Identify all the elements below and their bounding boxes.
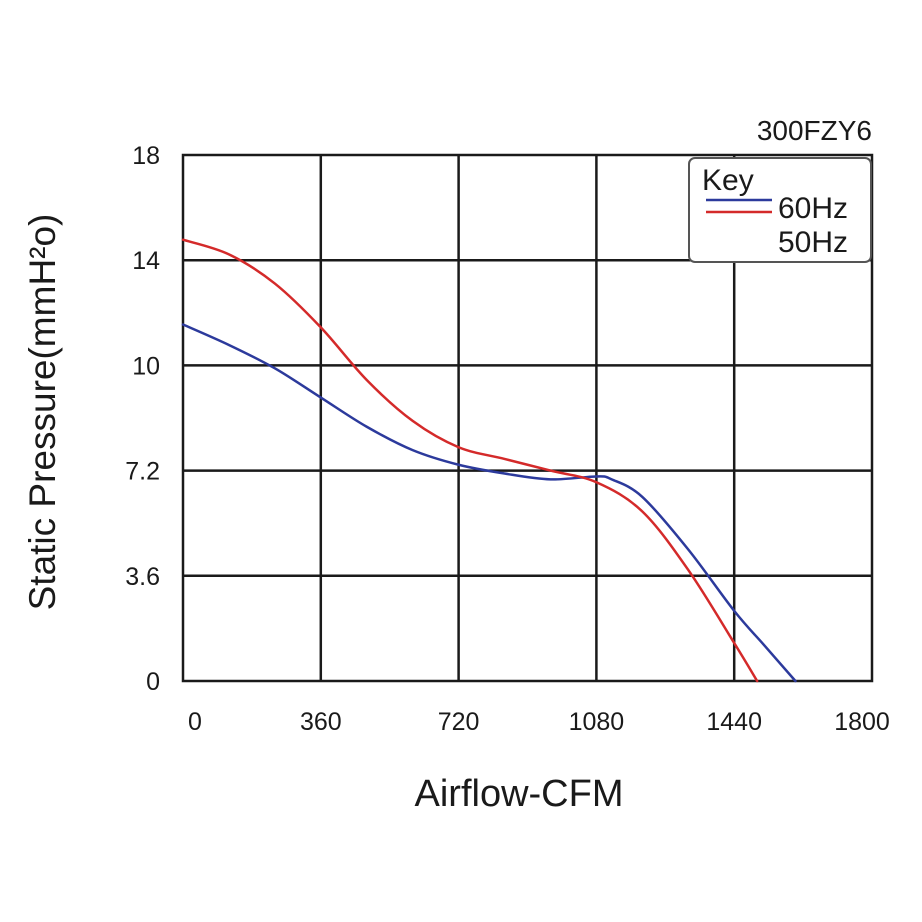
legend-label-60hz: 60Hz — [778, 192, 848, 225]
legend-label-50hz: 50Hz — [778, 226, 848, 259]
y-tick-label: 18 — [132, 142, 160, 170]
plot-frame — [181, 153, 874, 683]
x-tick-label: 1800 — [834, 708, 890, 736]
series-line-60hz — [181, 323, 797, 683]
x-tick-label: 0 — [188, 708, 202, 736]
x-tick-label: 720 — [438, 708, 480, 736]
x-tick-label: 1080 — [569, 708, 625, 736]
legend: Key 60Hz 50Hz — [688, 157, 872, 263]
y-tick-label: 7.2 — [125, 458, 160, 486]
series-line-50hz — [181, 238, 759, 683]
y-tick-label: 0 — [146, 668, 160, 696]
y-tick-label: 10 — [132, 352, 160, 380]
y-axis-label: Static Pressure(mmH²o) — [22, 214, 63, 611]
y-tick-labels: 0 3.6 7.2 10 14 18 — [125, 142, 160, 696]
legend-title: Key — [702, 164, 754, 197]
y-tick-label: 3.6 — [125, 563, 160, 591]
x-axis-label: Airflow-CFM — [415, 773, 624, 815]
x-tick-labels: 0 360 720 1080 1440 1800 — [188, 708, 890, 736]
chart-title: 300FZY6 — [757, 115, 872, 146]
y-tick-label: 14 — [132, 247, 160, 275]
x-tick-label: 1440 — [706, 708, 762, 736]
series-layer — [181, 238, 797, 683]
legend-box — [688, 157, 872, 263]
x-tick-label: 360 — [300, 708, 342, 736]
